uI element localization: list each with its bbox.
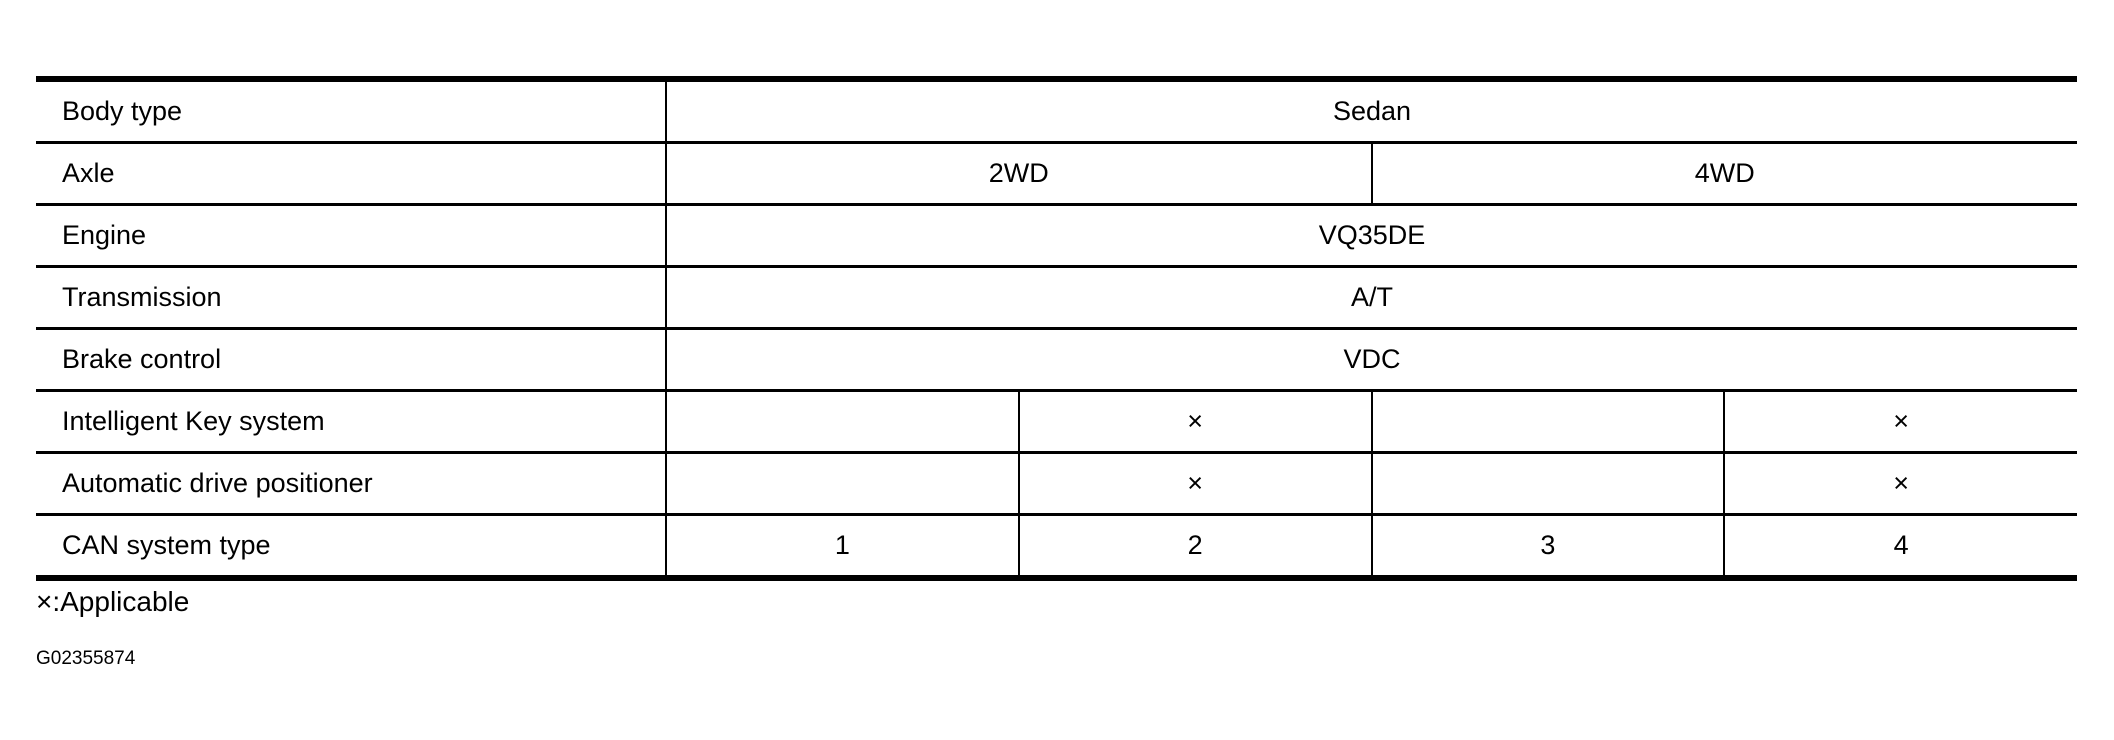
table-cell: 4WD xyxy=(1370,141,2077,205)
row-label: Engine xyxy=(36,203,666,267)
row-label: Brake control xyxy=(36,327,666,391)
table-cell xyxy=(665,389,1019,453)
can-system-type-table: Body type Sedan Axle 2WD 4WD Engine VQ35… xyxy=(36,76,2077,581)
table-cell: 2WD xyxy=(665,141,1372,205)
table-cell xyxy=(1370,389,1725,453)
table-cell: 1 xyxy=(665,513,1019,578)
figure-code: G02355874 xyxy=(36,648,136,669)
row-label: CAN system type xyxy=(36,513,666,578)
table-row: Intelligent Key system × × xyxy=(36,389,2077,453)
table-cell: × xyxy=(1723,389,2077,453)
table-row: Axle 2WD 4WD xyxy=(36,141,2077,205)
table-row: Transmission A/T xyxy=(36,265,2077,329)
table-cell: VQ35DE xyxy=(665,203,2077,267)
table-row: Body type Sedan xyxy=(36,79,2077,143)
row-label: Intelligent Key system xyxy=(36,389,666,453)
table-cell: Sedan xyxy=(665,79,2077,143)
row-label: Axle xyxy=(36,141,666,205)
table-cell: 4 xyxy=(1723,513,2077,578)
table-row: Engine VQ35DE xyxy=(36,203,2077,267)
table-cell: 2 xyxy=(1017,513,1372,578)
row-label: Automatic drive positioner xyxy=(36,451,666,515)
table-cell: × xyxy=(1723,451,2077,515)
table-row: Brake control VDC xyxy=(36,327,2077,391)
table-cell: 3 xyxy=(1370,513,1725,578)
table-cell: A/T xyxy=(665,265,2077,329)
row-label: Transmission xyxy=(36,265,666,329)
table-cell: × xyxy=(1017,389,1372,453)
legend-note: ×:Applicable xyxy=(36,586,190,617)
table-row: CAN system type 1 2 3 4 xyxy=(36,513,2077,578)
table-row: Automatic drive positioner × × xyxy=(36,451,2077,515)
table-cell xyxy=(665,451,1019,515)
table-cell xyxy=(1370,451,1725,515)
table-cell: VDC xyxy=(665,327,2077,391)
table-cell: × xyxy=(1017,451,1372,515)
row-label: Body type xyxy=(62,96,183,126)
